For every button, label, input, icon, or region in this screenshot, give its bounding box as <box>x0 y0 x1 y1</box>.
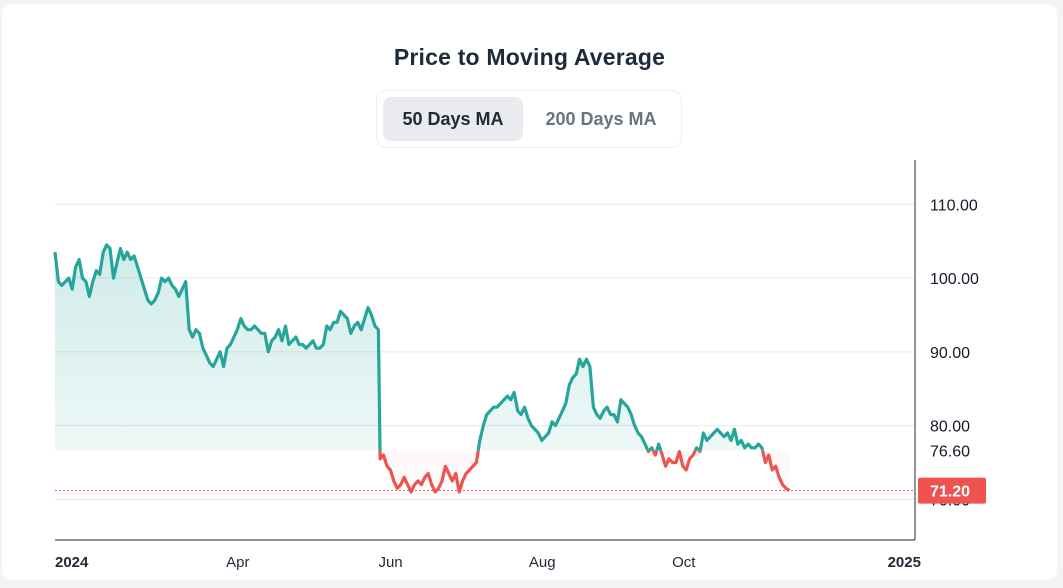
ma-tab-group: 50 Days MA 200 Days MA <box>376 90 682 148</box>
ma-reference-badge-bg <box>917 437 987 464</box>
x-tick-label: Oct <box>672 554 696 571</box>
chart-title: Price to Moving Average <box>393 44 666 70</box>
y-tick-label: 100.00 <box>930 271 979 288</box>
tab-200-days-ma[interactable]: 200 Days MA <box>545 109 657 129</box>
current-value-badge: 71.20 <box>918 477 986 504</box>
x-tick-label: 2025 <box>888 554 921 571</box>
y-tick-label: 80.00 <box>930 419 970 436</box>
ma-reference-label: 76.60 <box>930 444 970 461</box>
current-value-label: 71.20 <box>930 484 970 501</box>
x-tick-label: Jun <box>378 554 402 571</box>
series-line-above <box>53 243 765 451</box>
series-line-below <box>378 450 791 494</box>
tab-50-days-ma[interactable]: 50 Days MA <box>383 97 523 141</box>
ma-reference-badge: 76.60 <box>917 437 987 464</box>
current-value-badge-bg <box>918 477 986 504</box>
x-tick-label: 2024 <box>55 554 89 571</box>
x-tick-label: Apr <box>226 554 249 571</box>
area-above-ma <box>55 244 790 451</box>
x-tick-label: Aug <box>529 554 556 571</box>
y-tick-label: 110.00 <box>930 197 978 214</box>
y-tick-label: 90.00 <box>930 345 970 362</box>
area-below-ma <box>379 450 790 492</box>
x-axis-ticks: 2024 Apr Jun Aug Oct 2025 <box>55 554 921 571</box>
